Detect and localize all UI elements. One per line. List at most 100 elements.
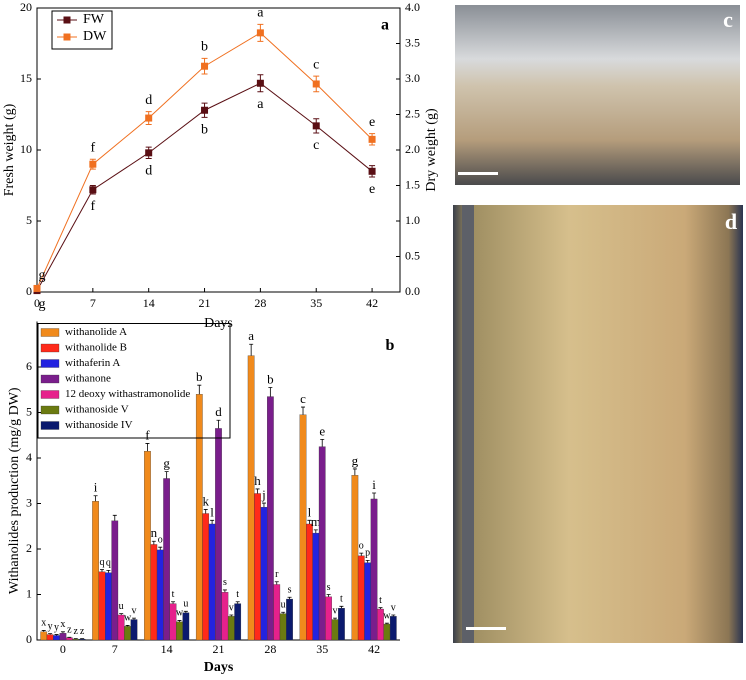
significance-label: t <box>236 589 239 600</box>
significance-label: f <box>91 140 96 155</box>
significance-label: a <box>257 97 264 112</box>
x-tick-label: 21 <box>213 642 225 656</box>
significance-label: t <box>379 595 382 606</box>
bar <box>260 506 268 641</box>
error-bar <box>99 569 104 572</box>
bar <box>59 633 67 641</box>
bar <box>325 596 332 641</box>
tick-label: 1.5 <box>405 177 420 191</box>
x-tick-label: 42 <box>366 296 378 310</box>
marker <box>312 122 320 130</box>
significance-label: g <box>163 456 170 471</box>
significance-label: p <box>365 548 370 559</box>
significance-label: e <box>319 423 325 438</box>
significance-label: e <box>369 182 375 197</box>
significance-label: s <box>288 585 292 596</box>
x-tick-label: 35 <box>316 642 328 656</box>
error-bar <box>391 614 396 617</box>
error-bar <box>164 471 169 479</box>
significance-label: q <box>99 557 104 568</box>
error-bar <box>301 406 306 415</box>
legend-label: withanoside IV <box>65 419 133 431</box>
significance-label: t <box>340 594 343 605</box>
bar <box>279 613 287 641</box>
significance-label: v <box>333 605 338 616</box>
significance-label: d <box>145 164 152 179</box>
tick-label: 1 <box>26 586 32 600</box>
marker <box>256 29 264 37</box>
x-tick-label: 21 <box>199 296 211 310</box>
tick-label: 4 <box>26 450 32 464</box>
error-bar <box>229 614 234 617</box>
tick-label: 10 <box>20 142 32 156</box>
bar <box>234 603 242 641</box>
error-bar <box>326 594 331 597</box>
bar <box>208 523 216 641</box>
error-bar <box>119 613 124 615</box>
bar <box>202 513 210 641</box>
error-bar <box>145 443 150 452</box>
significance-label: w <box>176 608 184 619</box>
error-bar <box>158 546 163 550</box>
significance-label: n <box>151 525 158 540</box>
significance-label: w <box>124 613 132 624</box>
x-tick-label: 28 <box>254 296 266 310</box>
tick-label: 2.5 <box>405 106 420 120</box>
significance-label: z <box>67 625 72 636</box>
legend-label: withaferin A <box>65 357 120 369</box>
tick-label: 0.5 <box>405 248 420 262</box>
bar <box>254 493 261 641</box>
significance-label: m <box>311 514 321 529</box>
bar <box>78 638 86 641</box>
bar <box>72 638 80 641</box>
significance-label: b <box>267 371 274 386</box>
bar <box>46 634 54 641</box>
legend-swatch <box>40 405 60 415</box>
marker <box>368 167 376 175</box>
legend-box <box>51 10 113 50</box>
legend-label: withanolide B <box>65 342 127 354</box>
panel-label: c <box>723 7 733 32</box>
significance-label: y <box>54 622 59 633</box>
x-axis-label: Days <box>204 660 234 675</box>
bar <box>383 623 391 641</box>
significance-label: s <box>223 577 227 588</box>
significance-label: b <box>196 369 203 384</box>
legend-label: withanone <box>65 373 111 385</box>
bar <box>370 498 378 641</box>
significance-label: b <box>201 123 208 138</box>
x-tick-label: 0 <box>34 296 40 310</box>
panel-label: a <box>381 17 389 34</box>
legend-swatch <box>40 374 60 384</box>
x-tick-label: 14 <box>161 642 173 656</box>
significance-label: z <box>74 626 79 637</box>
legend-swatch <box>40 421 60 430</box>
significance-label: f <box>145 427 150 442</box>
significance-label: g <box>352 453 359 468</box>
bar <box>299 414 307 641</box>
bar <box>150 544 158 641</box>
error-bar <box>177 620 182 622</box>
significance-label: u <box>183 599 188 610</box>
bar <box>247 355 255 641</box>
error-bar <box>307 519 312 524</box>
error-bar <box>112 514 117 521</box>
x-tick-label: 7 <box>90 296 96 310</box>
tick-label: 6 <box>26 359 32 373</box>
significance-label: y <box>48 621 53 632</box>
error-bar <box>287 596 292 600</box>
error-bar <box>249 343 254 356</box>
significance-label: d <box>215 404 222 419</box>
bar <box>286 598 293 641</box>
x-tick-label: 7 <box>112 642 118 656</box>
marker <box>312 80 320 88</box>
scale-bar <box>458 172 498 175</box>
bar <box>221 592 229 641</box>
significance-label: o <box>359 540 364 551</box>
significance-label: k <box>202 493 209 508</box>
significance-label: c <box>300 391 306 406</box>
error-bar <box>268 387 273 397</box>
legend-marker <box>63 33 71 41</box>
tick-label: 0.0 <box>405 284 420 298</box>
legend-swatch <box>40 343 60 353</box>
